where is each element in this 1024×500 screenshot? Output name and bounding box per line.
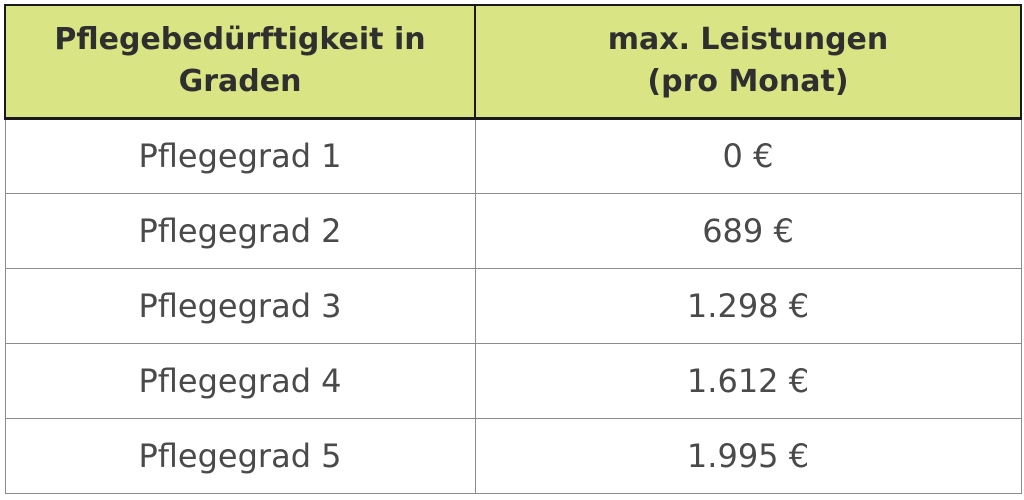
benefit-amount-cell: 689 € <box>474 192 1022 269</box>
table-row: Pflegegrad 3 1.298 € <box>4 267 1022 344</box>
benefit-amount-cell: 1.298 € <box>474 267 1022 344</box>
table-row: Pflegegrad 5 1.995 € <box>4 417 1022 494</box>
benefit-amount-cell: 1.995 € <box>474 417 1022 494</box>
benefit-amount-cell: 1.612 € <box>474 342 1022 419</box>
header-max-benefits-line1: max. Leistungen <box>607 22 889 58</box>
header-row: Pflegebedürftigkeit in Graden max. Leist… <box>4 4 1022 120</box>
header-max-benefits: max. Leistungen (pro Monat) <box>474 4 1022 120</box>
table-header: Pflegebedürftigkeit in Graden max. Leist… <box>4 4 1022 120</box>
care-grade-cell: Pflegegrad 5 <box>4 417 476 494</box>
benefit-amount-cell: 0 € <box>474 117 1022 194</box>
care-grade-cell: Pflegegrad 1 <box>4 117 476 194</box>
table-row: Pflegegrad 4 1.612 € <box>4 342 1022 419</box>
header-care-grade: Pflegebedürftigkeit in Graden <box>4 4 476 120</box>
header-care-grade-line1: Pflegebedürftigkeit in <box>54 22 426 58</box>
care-grade-cell: Pflegegrad 3 <box>4 267 476 344</box>
table-row: Pflegegrad 1 0 € <box>4 117 1022 194</box>
care-benefits-table-container: Pflegebedürftigkeit in Graden max. Leist… <box>4 4 1022 496</box>
care-benefits-table: Pflegebedürftigkeit in Graden max. Leist… <box>4 4 1022 494</box>
care-grade-cell: Pflegegrad 4 <box>4 342 476 419</box>
table-body: Pflegegrad 1 0 € Pflegegrad 2 689 € Pfle… <box>4 117 1022 494</box>
care-grade-cell: Pflegegrad 2 <box>4 192 476 269</box>
table-row: Pflegegrad 2 689 € <box>4 192 1022 269</box>
header-max-benefits-line2: (pro Monat) <box>647 64 849 100</box>
header-care-grade-line2: Graden <box>178 64 302 100</box>
